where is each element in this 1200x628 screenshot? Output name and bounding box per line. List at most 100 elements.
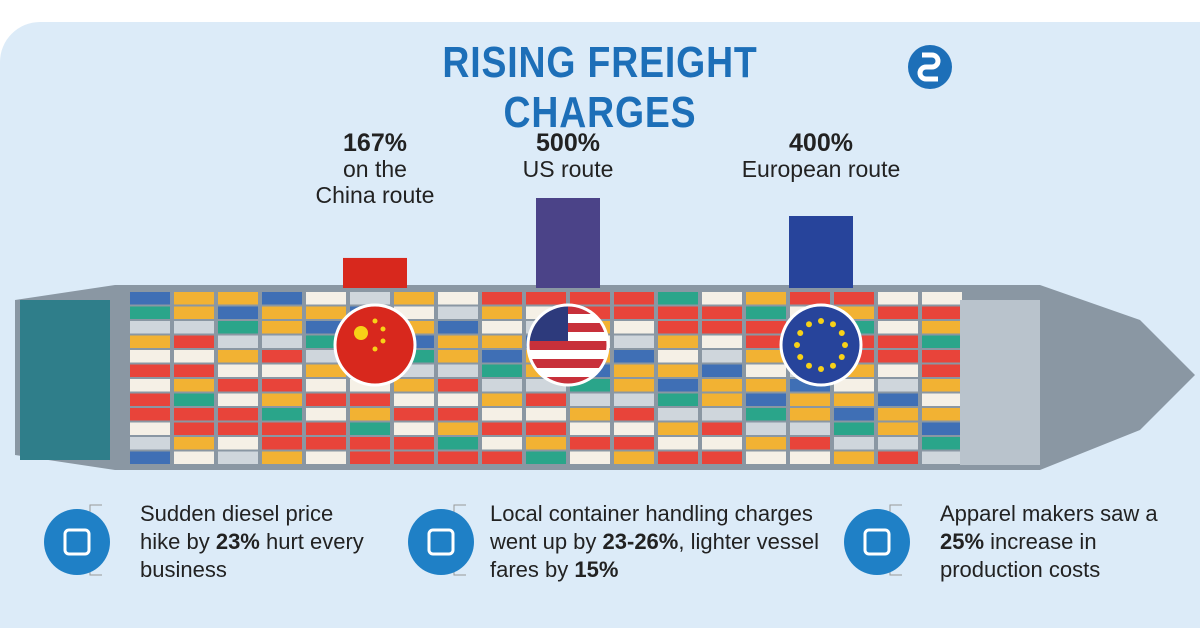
container — [130, 335, 170, 348]
container — [130, 451, 170, 464]
container — [702, 306, 742, 319]
container — [262, 408, 302, 421]
stripe — [528, 368, 608, 377]
flag-star — [806, 321, 812, 328]
bar-label: 167% on the China route — [300, 130, 450, 208]
container — [174, 350, 214, 363]
flag-star — [372, 318, 378, 324]
container — [922, 306, 962, 319]
flag-star — [372, 346, 378, 352]
container — [394, 379, 434, 392]
container — [218, 422, 258, 435]
category-label: on the China route — [315, 156, 435, 208]
container — [790, 437, 830, 450]
container — [658, 422, 698, 435]
flag-star — [806, 362, 812, 369]
container — [174, 306, 214, 319]
container — [570, 292, 610, 305]
container — [834, 292, 874, 305]
container — [482, 451, 522, 464]
flag-star — [818, 366, 824, 372]
container — [746, 335, 786, 348]
container — [878, 292, 918, 305]
container — [350, 437, 390, 450]
container — [746, 408, 786, 421]
container — [746, 379, 786, 392]
container — [130, 379, 170, 392]
container — [526, 451, 566, 464]
stripe — [528, 359, 608, 368]
bar-label: 400% European route — [711, 130, 931, 182]
flag-china — [333, 303, 417, 387]
container — [658, 321, 698, 334]
container — [306, 408, 346, 421]
container — [306, 364, 346, 377]
container — [482, 321, 522, 334]
container — [438, 321, 478, 334]
container — [702, 408, 742, 421]
stripe — [528, 350, 608, 359]
container — [306, 379, 346, 392]
container — [306, 437, 346, 450]
container — [262, 379, 302, 392]
flag-star — [797, 330, 804, 336]
container — [174, 364, 214, 377]
container — [438, 364, 478, 377]
container — [438, 292, 478, 305]
containers — [20, 292, 1040, 465]
container — [130, 393, 170, 406]
flag-border — [526, 303, 610, 387]
flag-star — [842, 342, 848, 348]
container — [438, 422, 478, 435]
container — [306, 393, 346, 406]
container — [306, 292, 346, 305]
container — [130, 437, 170, 450]
flag-star — [380, 326, 386, 332]
container — [702, 292, 742, 305]
chart-title: RISING FREIGHT CHARGES — [442, 38, 758, 137]
value-label: 500% — [536, 129, 600, 157]
container — [526, 422, 566, 435]
container — [570, 451, 610, 464]
flag-star — [380, 338, 386, 344]
container — [262, 292, 302, 305]
container — [438, 350, 478, 363]
container — [130, 350, 170, 363]
container — [658, 306, 698, 319]
container — [438, 306, 478, 319]
container — [746, 393, 786, 406]
container — [130, 321, 170, 334]
container — [658, 379, 698, 392]
container — [658, 393, 698, 406]
container — [922, 437, 962, 450]
value-label: 167% — [343, 129, 407, 157]
container — [482, 437, 522, 450]
container — [746, 422, 786, 435]
container — [570, 437, 610, 450]
container — [482, 422, 522, 435]
deck — [960, 300, 1040, 465]
flag-star — [818, 318, 824, 324]
container — [394, 408, 434, 421]
container — [922, 321, 962, 334]
flag-eu — [779, 303, 863, 387]
container — [746, 350, 786, 363]
container — [614, 422, 654, 435]
container — [922, 292, 962, 305]
container — [834, 379, 874, 392]
bar — [789, 216, 853, 288]
container — [702, 350, 742, 363]
container — [834, 422, 874, 435]
container — [790, 408, 830, 421]
note-icon — [44, 509, 110, 575]
container — [438, 335, 478, 348]
container — [658, 408, 698, 421]
container — [614, 350, 654, 363]
container — [482, 306, 522, 319]
container — [922, 422, 962, 435]
container — [482, 292, 522, 305]
bar — [536, 198, 600, 288]
container — [658, 364, 698, 377]
container — [174, 379, 214, 392]
